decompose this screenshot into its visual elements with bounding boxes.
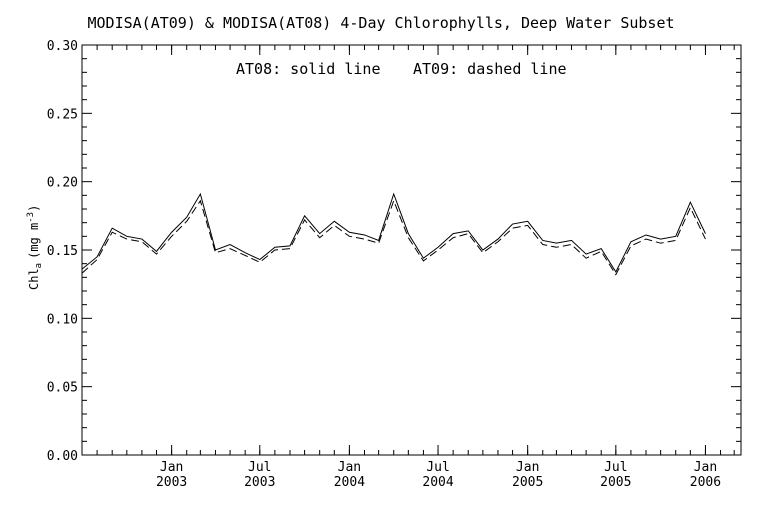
x-tick-label-year: 2004 [334, 475, 365, 490]
x-tick-label-month: Jan [338, 460, 361, 475]
x-tick-label-year: 2006 [690, 475, 721, 490]
x-tick-label-month: Jan [516, 460, 539, 475]
x-tick-label-year: 2004 [422, 475, 453, 490]
y-axis-label-superscript: -3 [26, 212, 36, 223]
series-line-at08 [82, 192, 706, 273]
series-group [82, 192, 706, 276]
x-tick-label-year: 2003 [244, 475, 275, 490]
y-axis-label: Chla (mg m-3) [26, 205, 44, 290]
legend-dashed-annotation: AT09: dashed line [413, 60, 567, 78]
y-tick-label: 0.30 [47, 39, 78, 54]
x-axis: Jan2003Jul2003Jan2004Jul2004Jan2005Jul20… [96, 45, 735, 490]
x-tick-label-year: 2005 [600, 475, 631, 490]
y-tick-label: 0.25 [47, 107, 78, 122]
y-tick-label: 0.05 [47, 381, 78, 396]
y-tick-label: 0.00 [47, 449, 78, 464]
y-axis-label-main: Chl [27, 268, 41, 290]
y-tick-label: 0.20 [47, 176, 78, 191]
x-tick-label-year: 2005 [512, 475, 543, 490]
y-tick-label: 0.15 [47, 244, 78, 259]
chart-title: MODISA(AT09) & MODISA(AT08) 4-Day Chloro… [88, 14, 675, 32]
plot-frame [81, 44, 742, 456]
y-axis-label-units: (mg m [27, 223, 41, 259]
x-tick-label-year: 2003 [156, 475, 187, 490]
y-tick-label: 0.10 [47, 312, 78, 327]
y-axis: 0.00 0.05 0.10 0.15 0.20 0.25 0.30 [47, 39, 741, 464]
x-tick-label-month: Jul [248, 460, 271, 475]
x-tick-label-month: Jul [426, 460, 449, 475]
x-tick-label-month: Jan [160, 460, 183, 475]
x-tick-label-month: Jan [694, 460, 717, 475]
y-axis-label-subscript: a [34, 263, 44, 268]
series-line-at09 [82, 199, 706, 276]
legend-solid-annotation: AT08: solid line [236, 60, 381, 78]
x-tick-label-month: Jul [604, 460, 627, 475]
y-axis-label-close: ) [27, 205, 41, 212]
